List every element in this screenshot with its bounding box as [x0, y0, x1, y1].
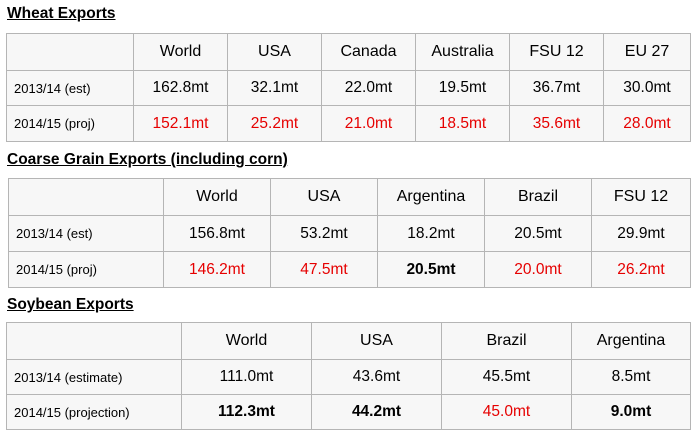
soybean-exports-table: World USA Brazil Argentina 2013/14 (esti… — [6, 322, 691, 430]
row-label: 2013/14 (est) — [8, 215, 164, 252]
table-header-row: World USA Canada Australia FSU 12 EU 27 — [6, 33, 691, 71]
coarse-grain-exports-table: World USA Argentina Brazil FSU 12 2013/1… — [8, 178, 691, 288]
cell-usa: 53.2mt — [270, 215, 378, 252]
header-world: World — [181, 322, 312, 360]
cell-world: 152.1mt — [133, 105, 228, 142]
cell-canada: 22.0mt — [321, 70, 416, 106]
cell-australia: 18.5mt — [415, 105, 510, 142]
cell-argentina: 8.5mt — [571, 359, 691, 395]
header-corner — [6, 33, 134, 71]
row-label: 2014/15 (proj) — [6, 105, 134, 142]
cell-world: 112.3mt — [181, 394, 312, 430]
cell-eu27: 28.0mt — [603, 105, 691, 142]
cell-australia: 19.5mt — [415, 70, 510, 106]
cell-world: 146.2mt — [163, 251, 271, 288]
header-world: World — [133, 33, 228, 71]
cell-argentina: 9.0mt — [571, 394, 691, 430]
cell-fsu12: 35.6mt — [509, 105, 604, 142]
table-row: 2013/14 (est) 162.8mt 32.1mt 22.0mt 19.5… — [6, 70, 691, 106]
cell-usa: 44.2mt — [311, 394, 442, 430]
cell-world: 162.8mt — [133, 70, 228, 106]
row-label: 2014/15 (projection) — [6, 394, 182, 430]
cell-brazil: 45.5mt — [441, 359, 572, 395]
cell-eu27: 30.0mt — [603, 70, 691, 106]
cell-usa: 43.6mt — [311, 359, 442, 395]
header-corner — [6, 322, 182, 360]
cell-brazil: 20.5mt — [484, 215, 592, 252]
cell-argentina: 18.2mt — [377, 215, 485, 252]
cell-argentina: 20.5mt — [377, 251, 485, 288]
cell-usa: 47.5mt — [270, 251, 378, 288]
wheat-exports-title: Wheat Exports — [7, 5, 116, 22]
cell-world: 111.0mt — [181, 359, 312, 395]
header-usa: USA — [270, 178, 378, 216]
cell-fsu12: 29.9mt — [591, 215, 691, 252]
header-argentina: Argentina — [377, 178, 485, 216]
header-usa: USA — [311, 322, 442, 360]
cell-fsu12: 26.2mt — [591, 251, 691, 288]
row-label: 2014/15 (proj) — [8, 251, 164, 288]
header-australia: Australia — [415, 33, 510, 71]
table-row: 2013/14 (estimate) 111.0mt 43.6mt 45.5mt… — [6, 359, 691, 395]
row-label: 2013/14 (estimate) — [6, 359, 182, 395]
header-canada: Canada — [321, 33, 416, 71]
header-brazil: Brazil — [441, 322, 572, 360]
table-header-row: World USA Argentina Brazil FSU 12 — [8, 178, 691, 216]
table-row: 2013/14 (est) 156.8mt 53.2mt 18.2mt 20.5… — [8, 215, 691, 252]
header-corner — [8, 178, 164, 216]
table-row: 2014/15 (projection) 112.3mt 44.2mt 45.0… — [6, 394, 691, 430]
table-row: 2014/15 (proj) 152.1mt 25.2mt 21.0mt 18.… — [6, 105, 691, 142]
header-brazil: Brazil — [484, 178, 592, 216]
soybean-exports-title: Soybean Exports — [7, 296, 134, 313]
header-eu27: EU 27 — [603, 33, 691, 71]
cell-brazil: 20.0mt — [484, 251, 592, 288]
header-argentina: Argentina — [571, 322, 691, 360]
header-fsu12: FSU 12 — [591, 178, 691, 216]
header-usa: USA — [227, 33, 322, 71]
cell-world: 156.8mt — [163, 215, 271, 252]
cell-fsu12: 36.7mt — [509, 70, 604, 106]
header-world: World — [163, 178, 271, 216]
cell-usa: 32.1mt — [227, 70, 322, 106]
table-header-row: World USA Brazil Argentina — [6, 322, 691, 360]
wheat-exports-table: World USA Canada Australia FSU 12 EU 27 … — [6, 33, 691, 142]
cell-canada: 21.0mt — [321, 105, 416, 142]
row-label: 2013/14 (est) — [6, 70, 134, 106]
header-fsu12: FSU 12 — [509, 33, 604, 71]
table-row: 2014/15 (proj) 146.2mt 47.5mt 20.5mt 20.… — [8, 251, 691, 288]
cell-brazil: 45.0mt — [441, 394, 572, 430]
coarse-grain-exports-title: Coarse Grain Exports (including corn) — [7, 151, 288, 168]
cell-usa: 25.2mt — [227, 105, 322, 142]
